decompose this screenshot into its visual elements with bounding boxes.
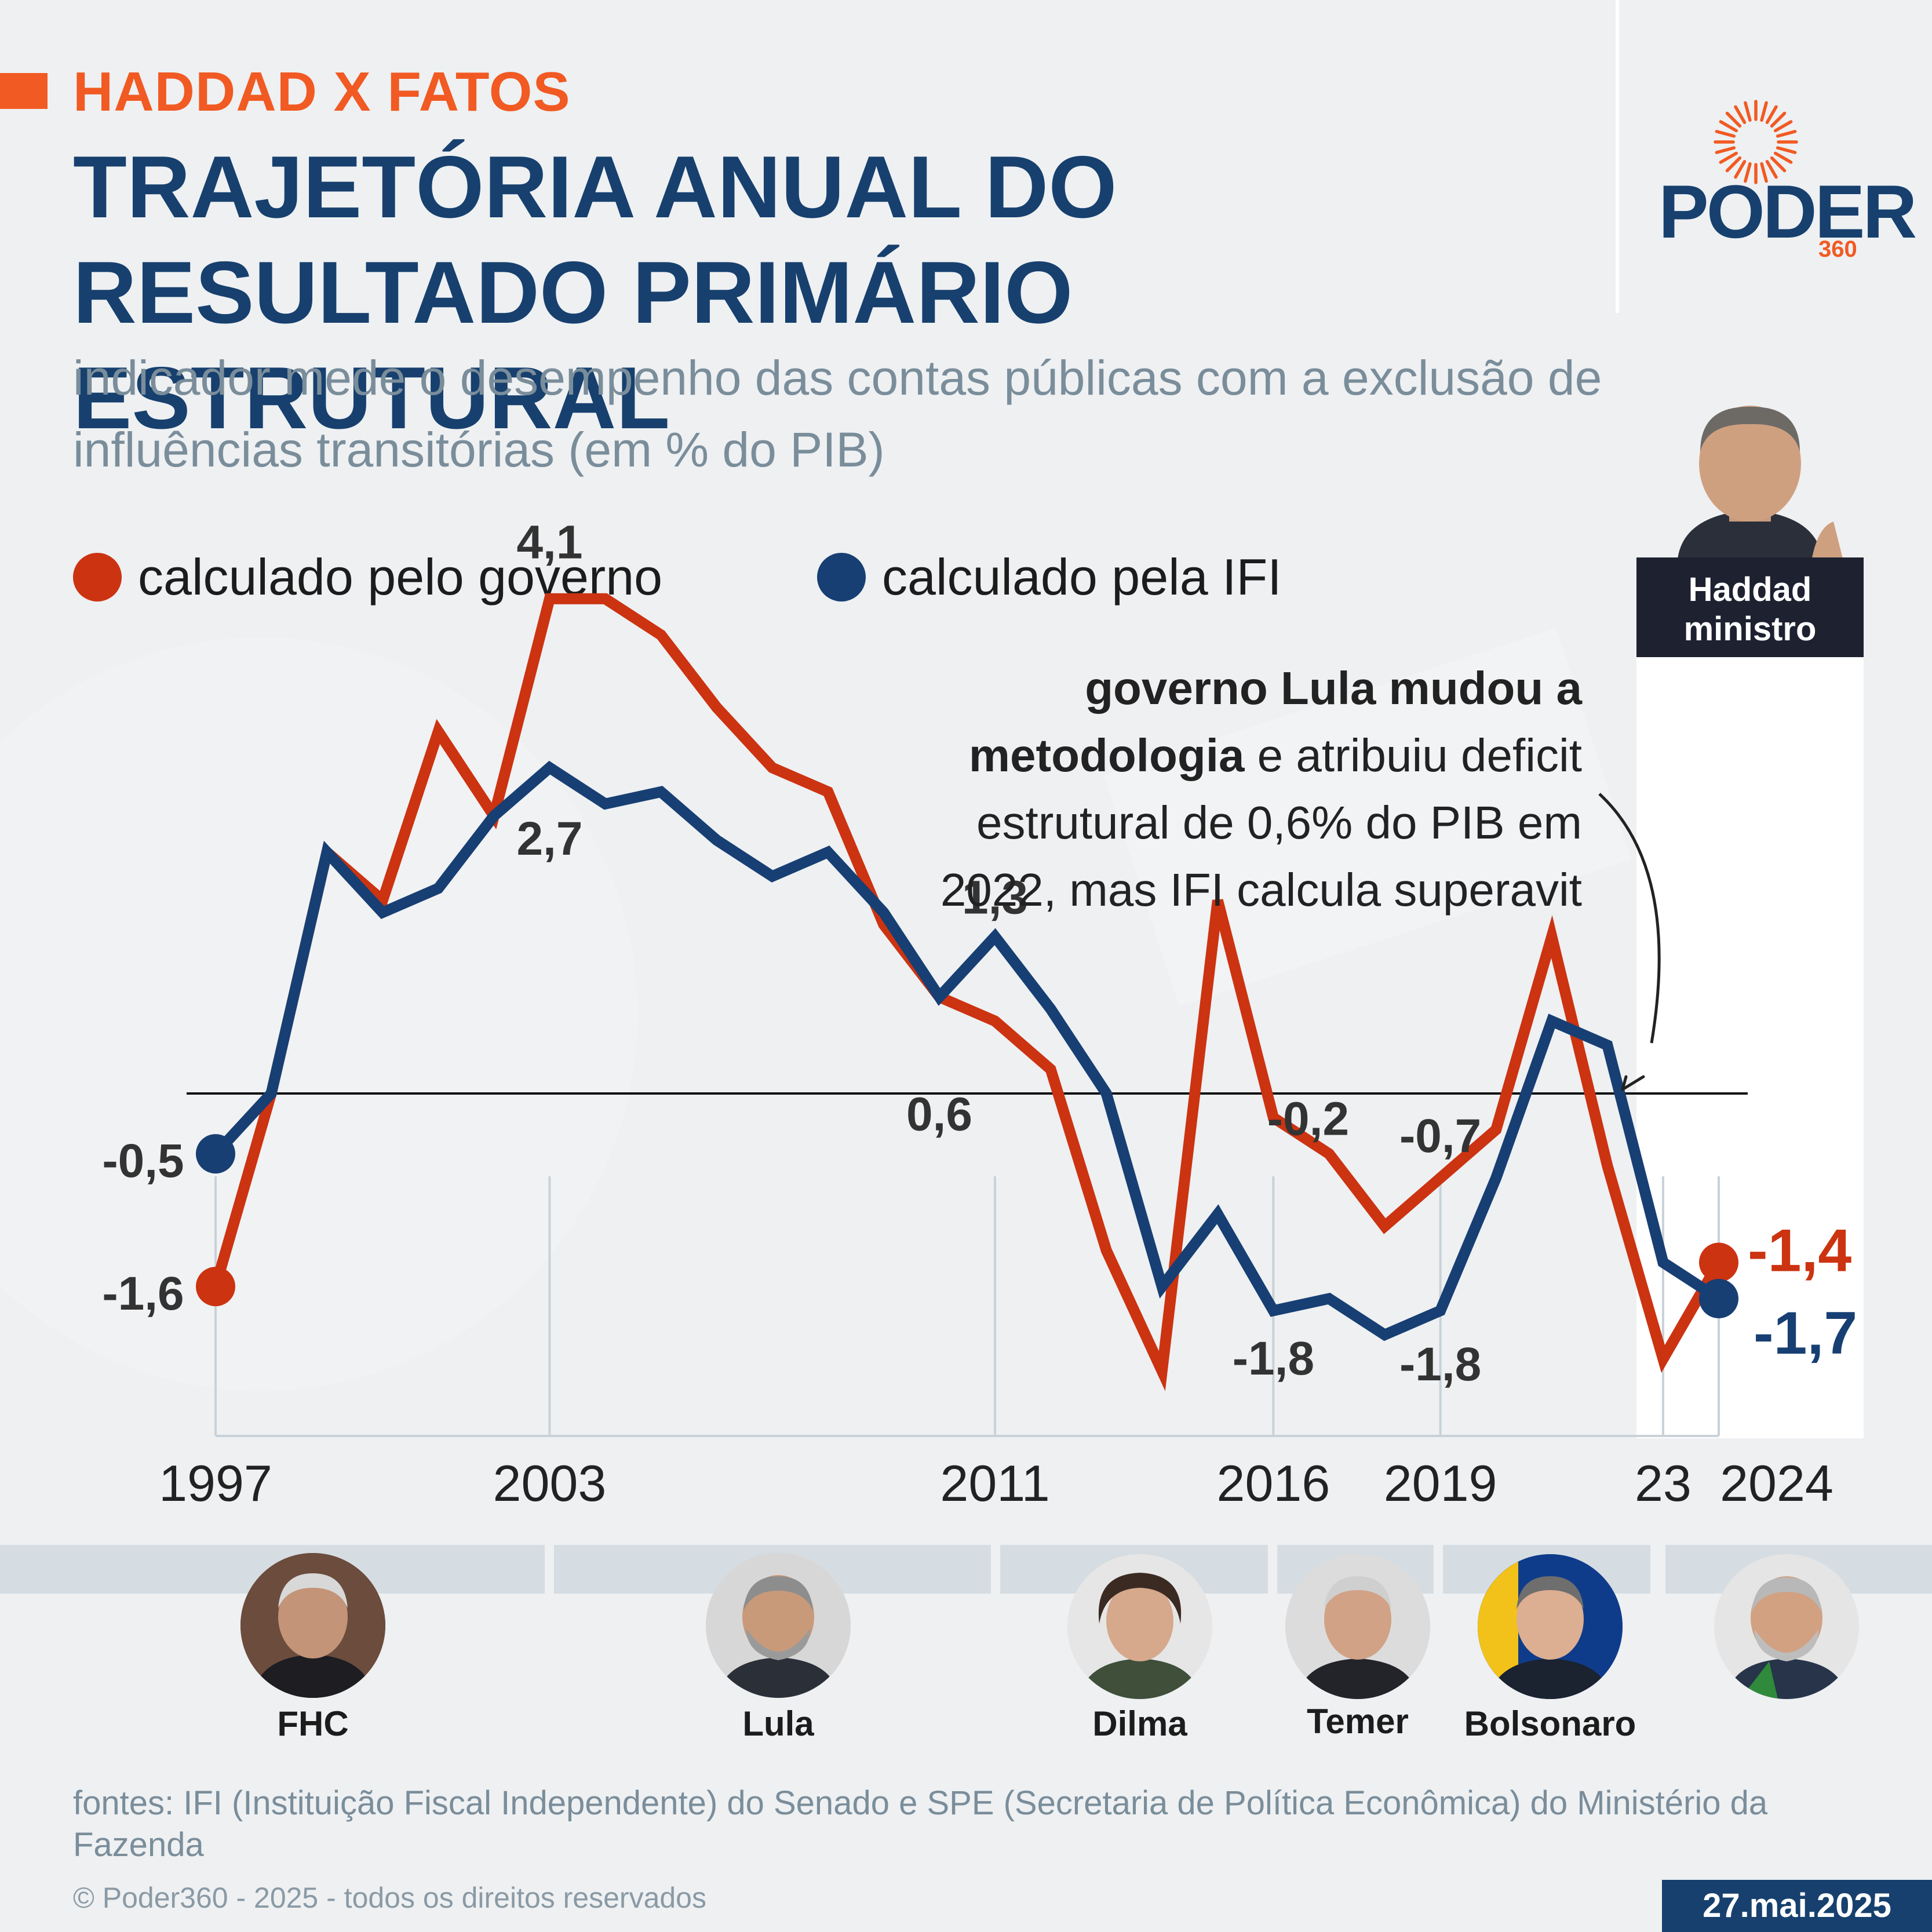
sun-ray <box>1744 101 1752 122</box>
president-name-dilma: Dilma <box>1092 1704 1187 1743</box>
copyright-note: © Poder360 - 2025 - todos os direitos re… <box>73 1882 706 1914</box>
sun-ray <box>1734 105 1747 124</box>
sun-ray <box>1725 111 1742 128</box>
annotation-arrowhead-icon <box>1621 1075 1645 1091</box>
annotation-line-2: e atribuiu deficit <box>1244 730 1582 781</box>
sun-ray <box>1725 156 1742 173</box>
data-label: -1,6 <box>102 1267 184 1320</box>
sun-ray <box>1715 146 1736 154</box>
x-tick-label: 2024 <box>1720 1455 1833 1512</box>
data-label: -1,7 <box>1754 1300 1857 1367</box>
annotation-arrow <box>1598 793 1661 1044</box>
sun-ray <box>1770 111 1787 128</box>
background-circle <box>0 637 637 1391</box>
x-tick-label: 1997 <box>159 1455 272 1512</box>
data-label: -0,2 <box>1267 1093 1349 1146</box>
president-name-bolsonaro: Bolsonaro <box>1464 1704 1636 1743</box>
dilma-portrait <box>1067 1554 1212 1699</box>
annotation-line-1: governo Lula mudou a <box>1085 662 1582 714</box>
sun-ray <box>1719 120 1738 133</box>
sun-ray <box>1719 151 1738 164</box>
legend-ifi: calculado pela IFI <box>817 548 1282 607</box>
sun-ray <box>1776 146 1797 154</box>
data-label: -1,8 <box>1233 1332 1314 1385</box>
poder360-sun-icon <box>1714 100 1798 184</box>
x-tick-label: 2019 <box>1384 1455 1497 1512</box>
data-label: -1,4 <box>1748 1217 1851 1284</box>
legend-ifi-dot <box>817 553 866 602</box>
chart-annotation: governo Lula mudou a metodologia e atrib… <box>759 655 1582 924</box>
sources-note: fontes: IFI (Instituição Fiscal Independ… <box>73 1784 1768 1864</box>
annotation-bold-2: metodologia <box>968 730 1245 781</box>
data-label: -1,8 <box>1399 1338 1481 1391</box>
president-name-fhc: FHC <box>277 1704 349 1743</box>
sun-ray <box>1765 160 1778 179</box>
data-label: 2,7 <box>516 812 582 865</box>
marker-ifi-start <box>196 1134 235 1174</box>
series-line-government <box>210 593 1724 1391</box>
sun-ray <box>1760 101 1768 122</box>
x-tick-label: 2003 <box>493 1455 607 1512</box>
marker-ifi-end <box>1699 1278 1738 1318</box>
lula-portrait <box>706 1553 851 1698</box>
logo-number: 360 <box>1818 236 1857 262</box>
marker-government-start <box>196 1267 235 1307</box>
sun-ray <box>1715 130 1736 138</box>
annotation-line-4: 2022, mas IFI calcula superavit <box>940 864 1582 916</box>
sun-ray <box>1774 120 1793 133</box>
minister-name: Haddad <box>1688 571 1812 608</box>
lula-3-portrait <box>1714 1554 1859 1699</box>
temer-portrait <box>1285 1554 1430 1699</box>
header-divider <box>1616 0 1619 313</box>
bolsonaro-portrait <box>1478 1554 1623 1699</box>
data-label: 0,6 <box>906 1088 972 1140</box>
annotation-line-3: estrutural de 0,6% do PIB em <box>976 797 1582 848</box>
sun-ray <box>1774 151 1793 164</box>
sun-ray <box>1770 156 1787 173</box>
sun-ray <box>1765 105 1778 124</box>
data-label: -0,7 <box>1399 1110 1481 1162</box>
legend-ifi-label: calculado pela IFI <box>882 548 1282 606</box>
sun-ray <box>1776 130 1797 138</box>
data-label: -0,5 <box>102 1135 184 1187</box>
sun-ray <box>1744 162 1752 183</box>
kicker-bar <box>0 73 48 109</box>
marker-government-end <box>1699 1242 1738 1282</box>
data-label: 4,1 <box>516 516 582 568</box>
minister-label: Haddad ministro <box>1636 557 1864 657</box>
sun-ray <box>1760 162 1768 183</box>
sun-ray <box>1734 160 1747 179</box>
series-line-ifi <box>212 760 1722 1342</box>
x-tick-label: 2016 <box>1217 1455 1330 1512</box>
x-tick-label: 2011 <box>940 1455 1049 1512</box>
data-label: 1,3 <box>962 871 1028 924</box>
president-name-temer: Temer <box>1307 1702 1409 1741</box>
fhc-portrait <box>240 1553 385 1698</box>
logo-wordmark: PODER <box>1658 169 1917 254</box>
legend-government-dot <box>73 553 122 602</box>
kicker-label: HADDAD X FATOS <box>73 61 571 123</box>
publication-date: 27.mai.2025 <box>1662 1880 1932 1932</box>
minister-role: ministro <box>1683 610 1817 648</box>
x-tick-label: 23 <box>1635 1455 1692 1512</box>
president-name-lula: Lula <box>742 1704 814 1743</box>
haddad-portrait <box>1677 406 1845 568</box>
page-title: TRAJETÓRIA ANUAL DO RESULTADO PRIMÁRIO E… <box>73 138 1117 447</box>
page-subtitle: indicador mede o desempenho das contas p… <box>73 351 1602 477</box>
minister-highlight-column <box>1636 657 1864 1438</box>
